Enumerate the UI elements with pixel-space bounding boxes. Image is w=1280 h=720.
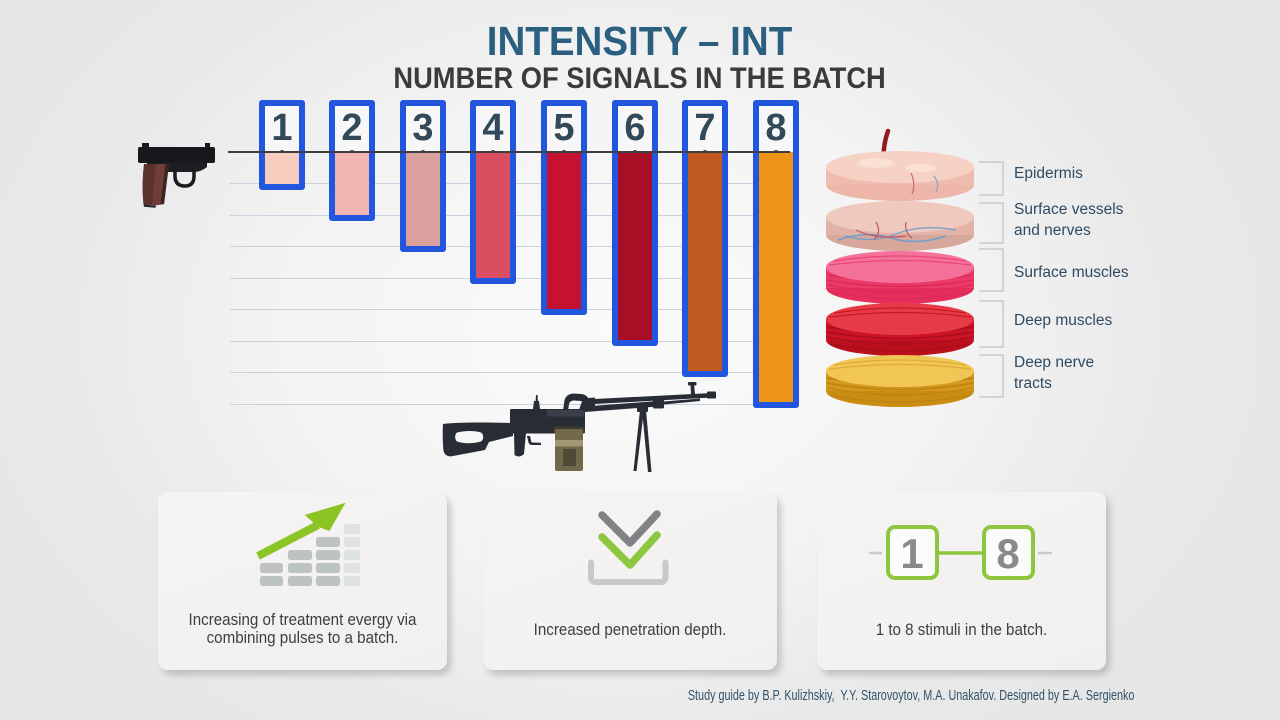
svg-text:1: 1 — [900, 530, 923, 577]
svg-text:8: 8 — [996, 530, 1019, 577]
